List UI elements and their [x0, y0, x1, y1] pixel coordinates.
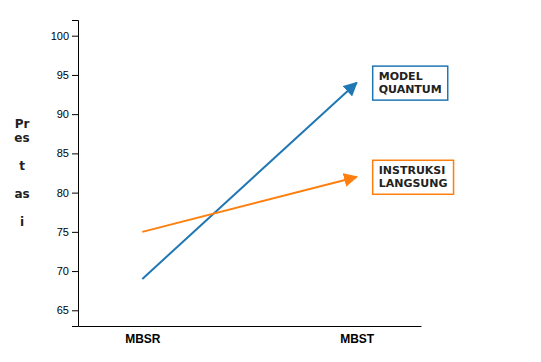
y-tick: 65: [57, 304, 78, 316]
y-tick: 80: [57, 187, 78, 199]
y-axis: 65 70 75 80 85 90 95 100: [51, 21, 79, 327]
y-tick-label: 70: [57, 265, 69, 277]
y-tick-label: 65: [57, 304, 69, 316]
y-tick-mark: [72, 310, 78, 311]
x-tick: MBST: [340, 332, 375, 346]
y-tick: 90: [57, 108, 78, 120]
x-axis-line: [79, 326, 422, 327]
y-tick-label: 75: [57, 226, 69, 238]
y-tick-mark: [72, 193, 78, 194]
series-label: INSTRUKSILANGSUNG: [373, 160, 454, 194]
x-tick-label: MBST: [340, 332, 375, 346]
series-label: MODELQUANTUM: [373, 66, 448, 100]
x-axis: MBSR MBST: [79, 327, 422, 346]
y-tick-mark: [72, 75, 78, 76]
chart-svg: 65 70 75 80 85 90 95 100 MBSR MBST MODELQUANTUM INS…: [0, 0, 541, 362]
series-label-box: [373, 160, 454, 194]
x-tick-label: MBSR: [125, 332, 161, 346]
y-axis-title: Pres t as i: [14, 117, 29, 229]
y-tick-mark: [72, 36, 78, 37]
series-label-text: MODELQUANTUM: [379, 70, 442, 96]
chart-container: 65 70 75 80 85 90 95 100 MBSR MBST MODELQUANTUM INS…: [0, 0, 541, 362]
y-tick-label: 95: [57, 69, 69, 81]
y-tick: 95: [57, 69, 78, 81]
series-line: [142, 177, 356, 232]
series-labels: MODELQUANTUM INSTRUKSILANGSUNG: [373, 66, 454, 194]
lines: [142, 83, 356, 279]
y-tick: 100: [51, 30, 78, 42]
y-tick-label: 80: [57, 187, 69, 199]
y-tick-mark: [72, 114, 78, 115]
x-tick: MBSR: [125, 332, 161, 346]
series-line: [142, 83, 356, 279]
y-tick-label: 85: [57, 147, 69, 159]
y-tick-label: 90: [57, 108, 69, 120]
series-label-text: INSTRUKSILANGSUNG: [379, 164, 448, 190]
y-tick-mark: [72, 271, 78, 272]
y-tick-mark: [72, 153, 78, 154]
y-tick-label: 100: [51, 30, 69, 42]
y-tick: 70: [57, 265, 78, 277]
y-tick-mark: [72, 232, 78, 233]
y-tick: 85: [57, 147, 78, 159]
series-label-box: [373, 66, 448, 100]
plot: 65 70 75 80 85 90 95 100 MBSR MBST MODELQUANTUM INS…: [51, 21, 454, 346]
y-axis-line: [72, 21, 79, 327]
y-tick: 75: [57, 226, 78, 238]
